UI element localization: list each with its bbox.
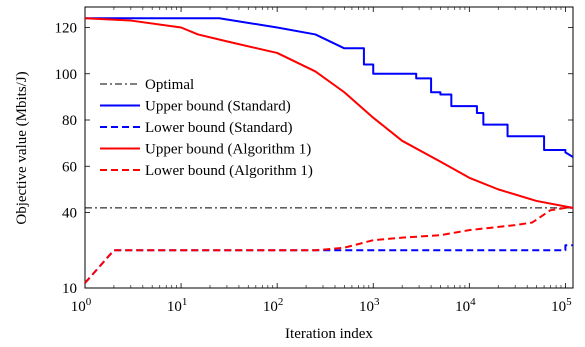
x-tick-label: 104 (455, 296, 476, 315)
x-axis-label: Iteration index (285, 326, 373, 342)
plot-area (84, 6, 574, 289)
x-tick-label: 101 (167, 296, 188, 315)
y-tick-label: 10 (62, 281, 77, 297)
legend-label: Upper bound (Standard) (145, 99, 291, 115)
legend-label: Lower bound (Algorithm 1) (145, 163, 313, 179)
x-tick-label: 100 (71, 296, 92, 315)
legend: Optimal Upper bound (Standard) Lower bound… (100, 77, 313, 179)
series-layer (84, 17, 574, 284)
y-tick-label: 60 (62, 159, 77, 175)
y-axis-tick-labels: 10 40 60 80 100 120 (55, 21, 78, 298)
plot-frame (84, 6, 574, 289)
x-axis-tick-labels: 100 101 102 103 104 105 (71, 296, 572, 315)
legend-label: Upper bound (Algorithm 1) (145, 142, 311, 158)
series-line-4 (84, 17, 574, 209)
series-line-3 (84, 244, 573, 284)
y-axis-label: Objective value (Mbits/J) (14, 71, 30, 224)
y-tick-label: 40 (62, 206, 77, 222)
legend-label: Lower bound (Standard) (145, 120, 292, 136)
y-tick-label: 120 (55, 21, 78, 37)
x-tick-label: 105 (551, 296, 572, 315)
series-line-2 (85, 17, 574, 158)
axis-ticks (84, 7, 573, 289)
y-tick-label: 80 (62, 113, 77, 129)
series-line-5 (84, 206, 573, 284)
x-tick-label: 102 (263, 296, 284, 315)
legend-label: Optimal (145, 77, 194, 93)
y-tick-label: 100 (55, 67, 78, 83)
x-tick-label: 103 (359, 296, 380, 315)
